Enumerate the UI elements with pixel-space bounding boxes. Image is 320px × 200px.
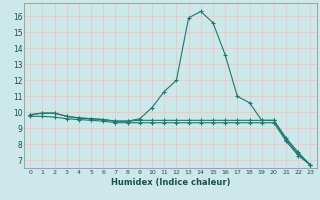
X-axis label: Humidex (Indice chaleur): Humidex (Indice chaleur) [110,178,230,187]
